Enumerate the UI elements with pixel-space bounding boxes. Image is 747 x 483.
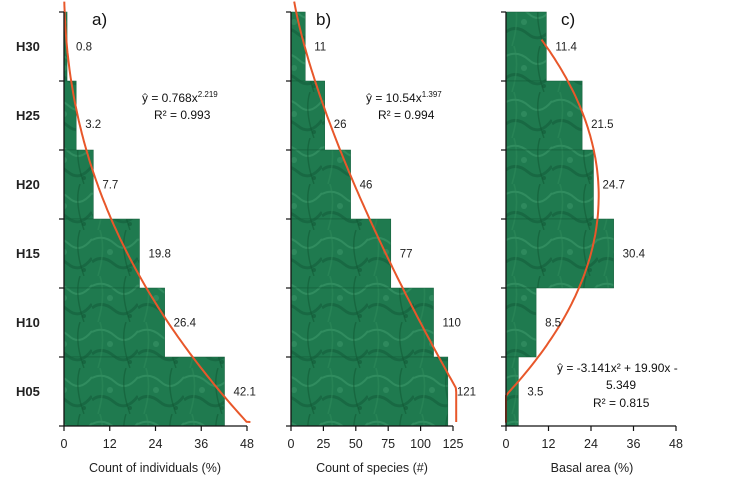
data-label: 110: [443, 318, 461, 330]
data-label: 121: [457, 387, 476, 399]
panel-label: a): [92, 10, 107, 29]
x-tick-label: 24: [149, 437, 163, 451]
x-tick-label: 48: [669, 437, 683, 451]
y-ticks: [286, 11, 291, 427]
data-label: 24.7: [602, 180, 624, 192]
category-label: H05: [16, 384, 40, 399]
bar-group: [505, 11, 614, 427]
r-squared: R² = 0.993: [154, 108, 211, 122]
x-tick-label: 0: [61, 437, 68, 451]
panel-b: 11 26 46 77 110 121 0 25 50 75 100 125 b) ŷ = 10.5…: [286, 1, 476, 475]
data-labels: 11 26 46 77 110 121: [314, 42, 476, 399]
bar-h20: [63, 149, 94, 220]
data-labels: 0.8 3.2 7.7 19.8 26.4 42.1: [76, 42, 256, 399]
data-label: 7.7: [102, 180, 118, 192]
x-ticks: 0 25 50 75 100 125: [288, 426, 464, 451]
bar-group: [63, 11, 225, 427]
data-label: 8.5: [545, 318, 561, 330]
data-label: 11: [314, 42, 326, 54]
x-tick-label: 12: [103, 437, 117, 451]
fit-curve: [293, 1, 458, 422]
x-tick-label: 24: [584, 437, 598, 451]
bar-h25: [505, 80, 583, 151]
equation: ŷ = 10.54x1.397: [366, 90, 442, 105]
data-label: 26.4: [174, 318, 197, 330]
data-label: 0.8: [76, 42, 92, 54]
x-axis-label: Count of individuals (%): [89, 461, 221, 475]
bar-h15: [505, 218, 614, 289]
category-label: H10: [16, 315, 40, 330]
bar-h25: [290, 80, 325, 151]
x-tick-label: 48: [240, 437, 254, 451]
data-label: 26: [334, 119, 347, 131]
data-label: 77: [400, 249, 413, 261]
y-ticks: [59, 11, 64, 427]
equation-continued: 5.349: [606, 378, 636, 392]
bar-h20: [505, 149, 594, 220]
data-label: 11.4: [555, 42, 577, 54]
data-label: 42.1: [234, 387, 256, 399]
category-label: H25: [16, 108, 40, 123]
x-ticks: 0 12 24 36 48: [503, 426, 683, 451]
x-tick-label: 36: [194, 437, 208, 451]
x-tick-label: 125: [443, 437, 464, 451]
equation: ŷ = -3.141x² + 19.90x -: [557, 361, 678, 375]
x-tick-label: 25: [316, 437, 330, 451]
bar-h10: [63, 287, 165, 358]
panel-a: 0.8 3.2 7.7 19.8 26.4 42.1 0 12 24 36 48 a) ŷ = 0…: [59, 1, 256, 475]
category-label: H20: [16, 177, 40, 192]
x-axis-label: Count of species (#): [316, 461, 428, 475]
x-tick-label: 0: [503, 437, 510, 451]
bar-h25: [63, 80, 77, 151]
data-label: 3.2: [85, 119, 101, 131]
bar-h05: [505, 356, 519, 427]
data-labels: 11.4 21.5 24.7 30.4 8.5 3.5: [527, 42, 645, 399]
fit-curve: [505, 39, 600, 423]
data-label: 46: [360, 180, 373, 192]
y-ticks: [501, 11, 506, 427]
bar-h05: [290, 356, 449, 427]
bar-h10: [290, 287, 434, 358]
data-label: 30.4: [623, 249, 646, 261]
x-tick-label: 36: [627, 437, 641, 451]
fit-curve: [63, 1, 251, 423]
bar-h30: [505, 11, 547, 82]
x-axis-label: Basal area (%): [551, 461, 634, 475]
category-axis-labels: H30 H25 H20 H15 H10 H05: [16, 39, 40, 399]
data-label: 19.8: [148, 249, 170, 261]
x-tick-label: 100: [410, 437, 431, 451]
x-tick-label: 50: [349, 437, 363, 451]
category-label: H30: [16, 39, 40, 54]
panel-label: b): [316, 10, 331, 29]
x-ticks: 0 12 24 36 48: [61, 426, 254, 451]
bar-h15: [290, 218, 392, 289]
data-label: 3.5: [527, 387, 543, 399]
bar-h05: [63, 356, 225, 427]
data-label: 21.5: [591, 119, 613, 131]
x-tick-label: 12: [542, 437, 556, 451]
panel-c: 11.4 21.5 24.7 30.4 8.5 3.5 0 12 24 36 48 c) ŷ = …: [501, 10, 683, 475]
panel-label: c): [561, 10, 575, 29]
bar-h20: [290, 149, 351, 220]
r-squared: R² = 0.815: [593, 396, 650, 410]
x-tick-label: 75: [381, 437, 395, 451]
r-squared: R² = 0.994: [378, 108, 435, 122]
category-label: H15: [16, 246, 40, 261]
x-tick-label: 0: [288, 437, 295, 451]
bar-h10: [505, 287, 537, 358]
equation: ŷ = 0.768x2.219: [142, 90, 218, 105]
